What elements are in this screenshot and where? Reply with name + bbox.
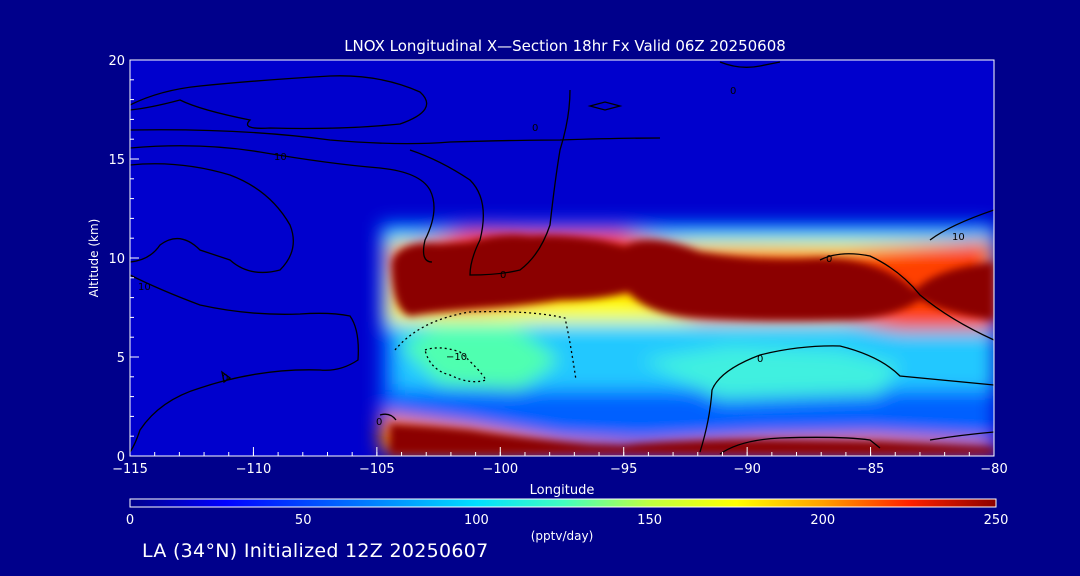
- contour-line: [130, 129, 661, 145]
- contours: [130, 61, 994, 455]
- contour-label: 0: [222, 373, 228, 384]
- contour-line: [379, 413, 397, 421]
- contour-line: [929, 209, 994, 241]
- x-tick-label: −80: [980, 462, 1007, 477]
- contour-line: [929, 431, 994, 441]
- footer-caption: LA (34°N) Initialized 12Z 20250607: [142, 540, 489, 562]
- contour-line: [221, 370, 232, 384]
- contour-line: [130, 274, 359, 453]
- colorbar-label: (pptv/day): [531, 529, 594, 543]
- contour-label: 0: [376, 417, 382, 428]
- contour-label: 10: [138, 282, 151, 293]
- contour-line: [130, 163, 294, 274]
- colorbar-tick-label: 250: [984, 513, 1009, 528]
- colorbar-ticks: 0 50 100 150 200 250: [126, 513, 1009, 528]
- contour-label: 0: [757, 354, 763, 365]
- chart-title: LNOX Longitudinal X—Section 18hr Fx Vali…: [344, 37, 786, 55]
- contour-label: 10: [274, 152, 287, 163]
- x-tick-label: −100: [482, 462, 518, 477]
- contour-line: [409, 89, 571, 276]
- x-axis: −115 −110 −105 −100 −95 −90 −85 −80: [112, 447, 1008, 477]
- x-tick-label: −105: [359, 462, 395, 477]
- field-upper-darkred: [392, 234, 994, 321]
- field-lower-darkred: [390, 424, 994, 454]
- contour-labels: 10 10 0 0 0 0 −10 0 0 10 0: [138, 86, 965, 428]
- contour-line: [130, 145, 435, 263]
- colorbar-tick-label: 0: [126, 513, 134, 528]
- contour-line: [130, 75, 428, 130]
- colorbar-tick-label: 100: [464, 513, 489, 528]
- contour-line: [819, 253, 994, 341]
- contour-line: [587, 101, 623, 111]
- colorbar-tick-label: 50: [295, 513, 312, 528]
- x-tick-label: −115: [112, 462, 148, 477]
- y-axis-label: Altitude (km): [87, 219, 101, 298]
- contour-label: 0: [730, 86, 736, 97]
- y-tick-label: 5: [117, 351, 125, 366]
- field-teal-mid: [640, 345, 900, 400]
- y-axis: 0 5 10 15 20: [108, 54, 139, 465]
- contour-label: 0: [500, 270, 506, 281]
- x-tick-label: −90: [733, 462, 760, 477]
- y-tick-label: 0: [117, 450, 125, 465]
- heatmap-field: [130, 60, 994, 456]
- colorbar-tick-label: 150: [637, 513, 662, 528]
- y-tick-label: 20: [108, 54, 125, 69]
- x-tick-label: −85: [857, 462, 884, 477]
- contour-line: [719, 436, 881, 455]
- contour-line: [699, 345, 994, 453]
- contour-label: 10: [952, 232, 965, 243]
- y-tick-label: 15: [108, 153, 125, 168]
- x-tick-label: −110: [236, 462, 272, 477]
- x-tick-label: −95: [610, 462, 637, 477]
- colorbar: [129, 498, 997, 508]
- contour-label: 0: [826, 254, 832, 265]
- contour-line: [719, 61, 781, 68]
- contour-label: −10: [446, 352, 467, 363]
- colorbar-tick-label: 200: [810, 513, 835, 528]
- contour-label: 0: [532, 123, 538, 134]
- y-tick-label: 10: [108, 252, 125, 267]
- x-axis-label: Longitude: [530, 483, 595, 498]
